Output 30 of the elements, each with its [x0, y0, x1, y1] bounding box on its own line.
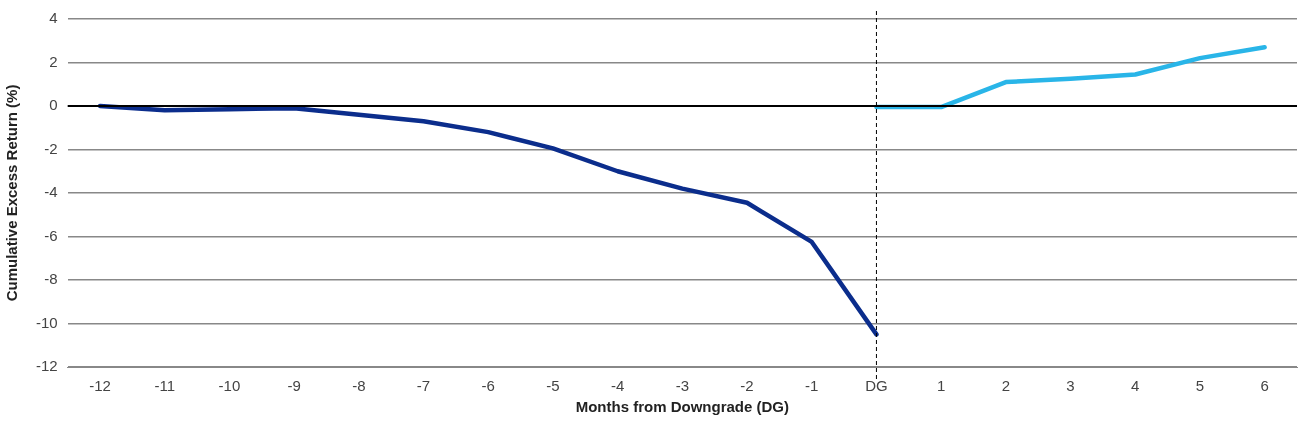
x-tick-label: -2 [740, 377, 754, 395]
x-tick-label: -3 [675, 377, 690, 395]
x-tick-label: 5 [1195, 377, 1205, 395]
x-tick-label: -1 [805, 377, 819, 395]
x-tick-label: 4 [1131, 377, 1140, 395]
x-tick-label: -6 [481, 377, 495, 395]
y-axis-title: Cumulative Excess Return (%) [3, 84, 21, 302]
y-tick-label: -12 [35, 357, 58, 375]
y-tick-label: -2 [44, 139, 58, 157]
x-tick-label: 6 [1260, 377, 1269, 395]
x-tick-label: -10 [218, 377, 241, 395]
y-tick-label: -4 [44, 183, 58, 201]
y-tick-label: -6 [44, 226, 58, 244]
x-tick-label: -5 [546, 377, 560, 395]
x-tick-label: -7 [416, 377, 431, 395]
y-tick-label: 4 [49, 9, 58, 27]
x-tick-label: 2 [1001, 377, 1011, 395]
x-tick-label: -9 [287, 377, 301, 395]
y-tick-label: 0 [49, 96, 58, 114]
x-tick-label: DG [865, 377, 888, 395]
x-axis-title: Months from Downgrade (DG) [575, 398, 789, 416]
x-tick-label: -11 [154, 377, 176, 395]
x-tick-label: 1 [936, 377, 946, 395]
x-tick-label: 3 [1066, 377, 1075, 395]
x-tick-label: -12 [89, 377, 111, 395]
y-tick-label: 2 [49, 52, 58, 70]
x-tick-label: -4 [610, 377, 625, 395]
y-tick-label: -8 [44, 270, 58, 288]
x-tick-label: -8 [352, 377, 366, 395]
y-tick-label: -10 [35, 313, 58, 331]
